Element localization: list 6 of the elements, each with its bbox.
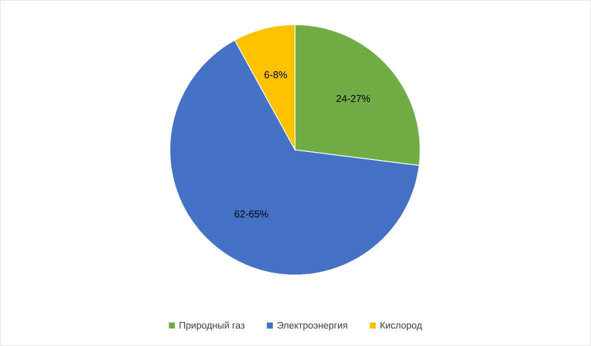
legend-label: Электроэнергия <box>277 322 348 331</box>
legend-label: Кислород <box>380 322 422 331</box>
legend-label: Природный газ <box>180 322 244 331</box>
text: 6-8% <box>264 71 288 78</box>
text: 24-27% <box>336 95 370 102</box>
text: 62-65% <box>234 210 268 218</box>
